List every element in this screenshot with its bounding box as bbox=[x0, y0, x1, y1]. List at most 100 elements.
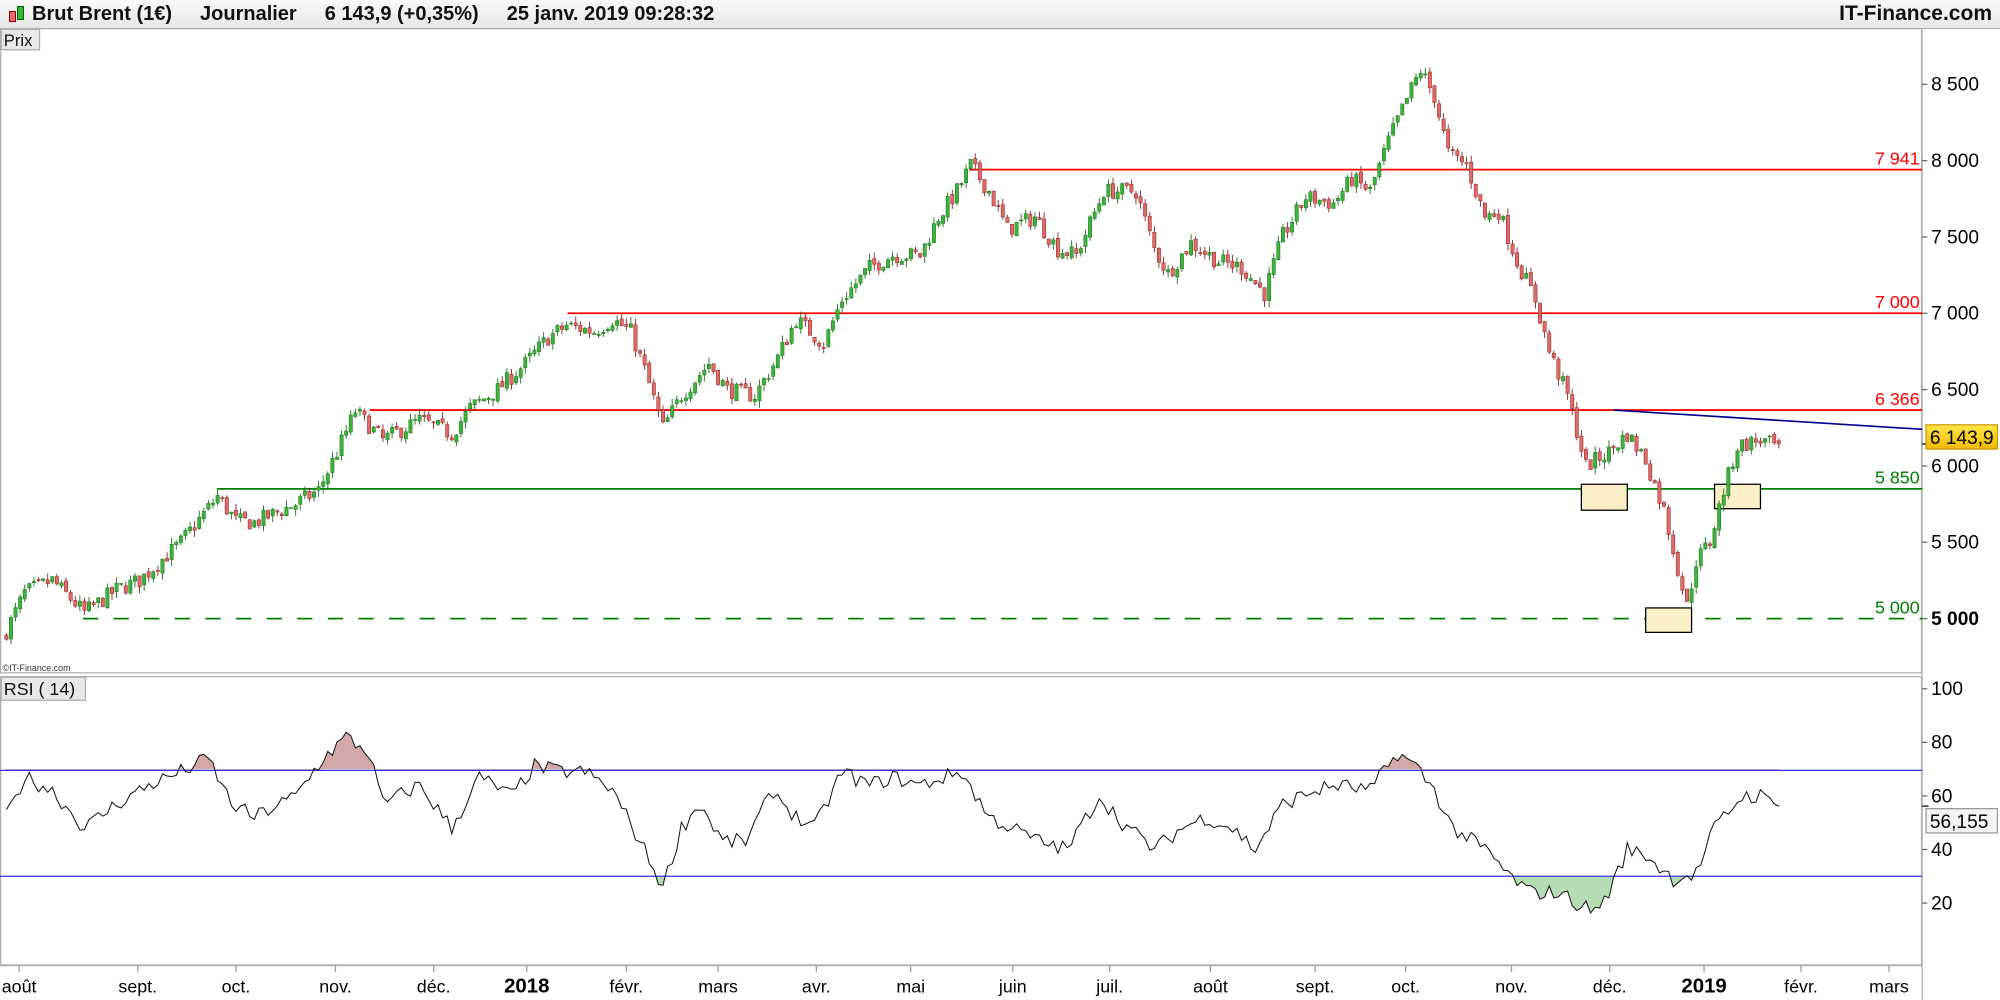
time-tick-label: oct. bbox=[222, 976, 251, 996]
candle bbox=[1147, 211, 1152, 236]
candle bbox=[266, 510, 271, 520]
candle bbox=[1280, 224, 1285, 243]
candle bbox=[123, 581, 128, 595]
candle bbox=[1207, 246, 1212, 261]
rsi-axis: 20 40 60 80 100 bbox=[1922, 679, 1963, 914]
highlight-box bbox=[1645, 607, 1693, 634]
candle bbox=[1524, 267, 1529, 279]
candle bbox=[1042, 212, 1047, 240]
candle bbox=[1033, 212, 1037, 230]
candle bbox=[1639, 447, 1643, 453]
candles bbox=[4, 67, 1781, 645]
price-panel bbox=[0, 28, 1923, 674]
candle bbox=[1432, 85, 1437, 108]
time-tick-label: mai bbox=[896, 976, 925, 996]
candle bbox=[1290, 216, 1295, 236]
candle bbox=[707, 357, 711, 374]
candle bbox=[32, 577, 36, 587]
candle bbox=[1561, 372, 1565, 385]
candle bbox=[1221, 249, 1226, 266]
price-panel-label: Prix bbox=[4, 31, 33, 50]
rsi-tick-label: 40 bbox=[1931, 840, 1952, 861]
candle bbox=[913, 246, 918, 254]
candle bbox=[1359, 166, 1363, 190]
candle bbox=[1046, 238, 1051, 248]
candle bbox=[445, 421, 450, 441]
candle bbox=[1441, 112, 1446, 134]
candle bbox=[1115, 186, 1120, 204]
candle bbox=[959, 182, 964, 188]
candle bbox=[1083, 229, 1088, 254]
candle bbox=[1368, 184, 1373, 195]
candle bbox=[1078, 246, 1083, 257]
candle bbox=[927, 238, 932, 251]
candle bbox=[348, 410, 353, 436]
level-label: 5 000 bbox=[1875, 598, 1920, 618]
rsi-tick-label: 100 bbox=[1931, 679, 1963, 700]
candle bbox=[766, 373, 771, 383]
candle bbox=[178, 534, 183, 546]
candle bbox=[1584, 447, 1588, 463]
candle bbox=[1235, 257, 1239, 273]
candle bbox=[605, 327, 610, 333]
candle bbox=[1060, 248, 1065, 259]
candle bbox=[417, 408, 422, 425]
candle bbox=[215, 490, 220, 506]
brand-name: IT-Finance.com bbox=[1839, 2, 1992, 25]
rsi-line bbox=[5, 731, 1780, 915]
candle bbox=[1129, 179, 1134, 194]
candle bbox=[1574, 401, 1579, 441]
candle bbox=[1611, 444, 1616, 455]
candle bbox=[950, 189, 955, 209]
candle bbox=[449, 434, 454, 442]
candle bbox=[1404, 97, 1409, 105]
price-tick-label: 6 500 bbox=[1931, 380, 1979, 401]
candle bbox=[881, 266, 886, 273]
candle bbox=[867, 253, 872, 276]
candle bbox=[100, 597, 105, 608]
candle bbox=[22, 584, 27, 603]
candle bbox=[1533, 281, 1538, 309]
candle bbox=[1730, 462, 1735, 473]
candle bbox=[1092, 207, 1097, 221]
candle bbox=[1184, 250, 1189, 256]
candle bbox=[1202, 246, 1207, 260]
candle bbox=[105, 583, 110, 609]
candle bbox=[1680, 572, 1685, 595]
candle bbox=[1336, 195, 1340, 206]
candle bbox=[284, 500, 289, 517]
candle bbox=[344, 424, 349, 440]
candle bbox=[1175, 266, 1180, 284]
candle bbox=[1501, 215, 1506, 223]
candle bbox=[18, 594, 23, 614]
candle bbox=[1028, 211, 1033, 230]
candle bbox=[1317, 199, 1322, 207]
candle bbox=[1602, 453, 1607, 470]
candle bbox=[312, 487, 316, 502]
candle bbox=[1652, 479, 1657, 484]
candle bbox=[1216, 260, 1221, 266]
candle bbox=[133, 573, 137, 588]
candle bbox=[964, 164, 968, 189]
candle bbox=[1753, 432, 1758, 448]
candle bbox=[1019, 213, 1024, 226]
candle bbox=[330, 451, 335, 478]
candle bbox=[922, 243, 927, 263]
candle bbox=[638, 349, 642, 357]
price-levels: 7 941 7 000 6 366 5 850 5 000 bbox=[82, 148, 1923, 620]
price-tick-label: 7 500 bbox=[1931, 227, 1979, 248]
candle bbox=[1556, 357, 1561, 386]
candle bbox=[596, 331, 601, 339]
candle bbox=[169, 537, 174, 567]
candle bbox=[160, 558, 165, 580]
candle bbox=[206, 500, 211, 511]
time-tick-label: sept. bbox=[1296, 976, 1335, 996]
price-label-box: Prix bbox=[0, 28, 41, 51]
candle bbox=[514, 370, 518, 386]
candle bbox=[362, 408, 367, 421]
time-tick-label: févr. bbox=[609, 976, 643, 996]
candle bbox=[1744, 437, 1749, 452]
candle bbox=[1262, 287, 1267, 308]
candle bbox=[385, 431, 390, 445]
candle bbox=[1372, 176, 1377, 191]
